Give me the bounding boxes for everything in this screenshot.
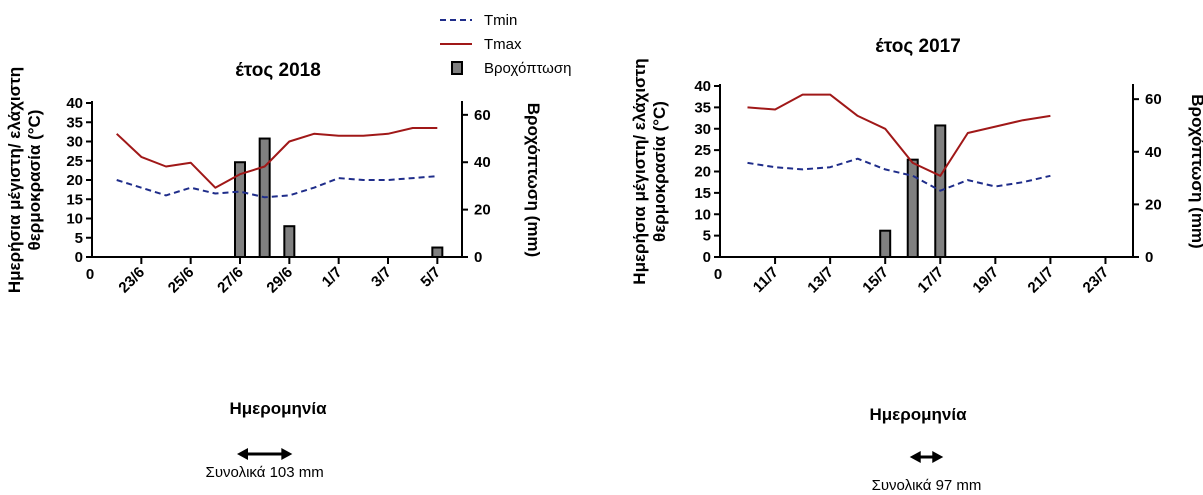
y-tick-label: 35	[694, 99, 711, 116]
x-tick-label: 19/7	[969, 264, 1002, 297]
y-tick-label: 10	[694, 206, 711, 223]
y2-tick-label: 40	[474, 154, 491, 171]
tmax-line	[116, 127, 438, 189]
y-axis-title: Ημερήσια μέγιστη/ ελάχιστηθερμοκρασία (°…	[630, 58, 669, 284]
chart-title: έτος 2017	[875, 36, 961, 57]
x-tick-label: 17/7	[914, 264, 947, 297]
y-tick-label: 5	[703, 228, 711, 245]
y2-tick-label: 20	[1145, 196, 1162, 213]
x-axis-title: Ημερομηνία	[229, 399, 327, 418]
total-arrow-left-head	[237, 448, 248, 460]
y-tick-label: 25	[694, 142, 711, 159]
y-axis-title-line-1: Ημερήσια μέγιστη/ ελάχιστη	[630, 58, 649, 284]
y2-tick-label: 60	[474, 107, 491, 124]
y-tick-label: 5	[75, 230, 83, 247]
y-tick-label: 25	[66, 153, 83, 170]
y-axis-title: Ημερήσια μέγιστη/ ελάχιστηθερμοκρασία (°…	[5, 67, 44, 293]
x-tick-label: 13/7	[804, 264, 837, 297]
y-axis-title-line-1: Ημερήσια μέγιστη/ ελάχιστη	[5, 67, 24, 293]
legend-label: Tmax	[484, 36, 522, 53]
x-tick-label: 15/7	[859, 264, 892, 297]
rain-bar	[879, 229, 892, 258]
y-tick-label: 10	[66, 211, 83, 228]
rain-bar	[234, 161, 246, 259]
x-tick-label: 23/6	[115, 264, 148, 297]
y2-tick-label: 40	[1145, 144, 1162, 161]
y-tick-label: 30	[66, 134, 83, 151]
chart-2018: έτος 2018 0 5 10 15 20 25 30 35 40 0 20 40 60 0 23/6 25/…	[5, 60, 543, 481]
x-tick-label: 1/7	[319, 264, 346, 291]
x-origin-label: 0	[714, 266, 722, 283]
x-origin-label: 0	[86, 266, 94, 283]
x-axis-title: Ημερομηνία	[869, 405, 967, 424]
y-tick-label: 30	[694, 121, 711, 138]
total-rain-note: Συνολικά 103 mm	[206, 464, 324, 481]
y2-tick-label: 0	[474, 249, 482, 266]
chart-title: έτος 2018	[235, 60, 321, 81]
y-tick-label: 0	[703, 249, 711, 266]
tmin-line	[116, 175, 438, 199]
y2-tick-label: 0	[1145, 249, 1153, 266]
tmax-line	[747, 93, 1051, 177]
total-arrow-right-head	[932, 451, 944, 463]
y2-tick-label: 60	[1145, 91, 1162, 108]
y-tick-label: 0	[75, 249, 83, 266]
total-arrow-right-head	[281, 448, 293, 460]
total-rain-note: Συνολικά 97 mm	[872, 477, 982, 494]
legend: Tmin Tmax Βροχόπτωση	[440, 12, 571, 77]
x-tick-label: 5/7	[417, 264, 444, 291]
y2-axis-title: Βροχόπτωση (mm)	[1188, 94, 1203, 248]
y-tick-label: 20	[694, 164, 711, 181]
y-tick-label: 40	[66, 95, 83, 112]
x-tick-label: 21/7	[1025, 264, 1058, 297]
rain-bar	[283, 225, 296, 258]
x-tick-label: 23/7	[1080, 264, 1113, 297]
y2-axis-title: Βροχόπτωση (mm)	[524, 103, 543, 257]
y-tick-label: 40	[694, 78, 711, 95]
y2-tick-label: 20	[474, 202, 491, 219]
x-tick-label: 25/6	[165, 264, 198, 297]
total-arrow-left-head	[909, 451, 921, 463]
y-axis-title-line-2: θερμοκρασία (°C)	[25, 110, 44, 251]
legend-label: Tmin	[484, 12, 517, 29]
x-tick-label: 29/6	[263, 264, 296, 297]
y-tick-label: 35	[66, 114, 83, 131]
rain-bar	[431, 246, 444, 258]
legend-label: Βροχόπτωση	[484, 60, 571, 77]
chart-2017: έτος 2017 0 5 10 15 20 25 30 35 40 0 20 40 60 0 11/7 13/…	[630, 36, 1203, 494]
legend-rain-swatch	[451, 61, 463, 75]
x-tick-label: 27/6	[214, 264, 247, 297]
y-axis-title-line-2: θερμοκρασία (°C)	[650, 101, 669, 242]
y-tick-label: 15	[66, 191, 83, 208]
tmin-line	[747, 157, 1051, 192]
y-tick-label: 15	[694, 185, 711, 202]
y-tick-label: 20	[66, 172, 83, 189]
rain-bar	[906, 158, 919, 259]
x-tick-label: 11/7	[750, 264, 782, 296]
x-tick-label: 3/7	[368, 264, 395, 291]
